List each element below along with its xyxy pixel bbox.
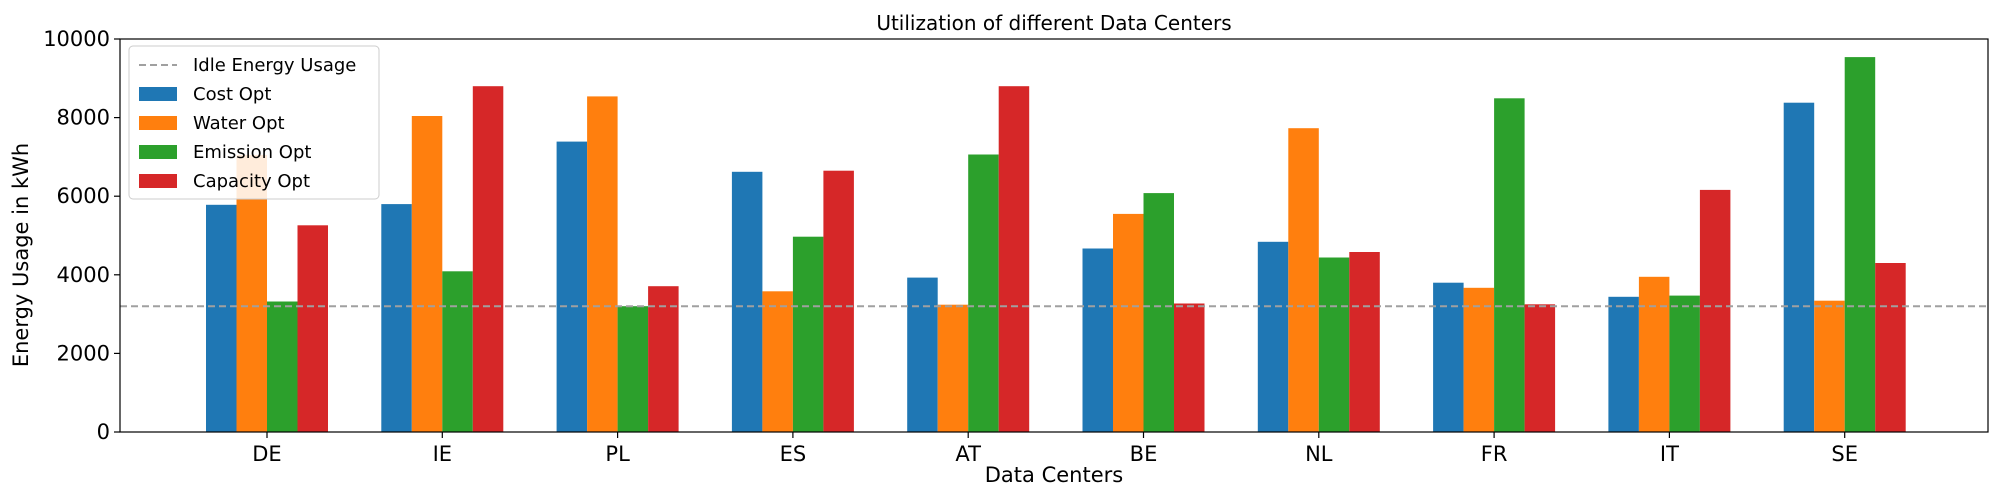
legend-box [128,45,380,200]
bar-water-opt-ie [411,116,443,432]
bar-emission-opt-ie [442,271,473,432]
bar-water-opt-it [1638,276,1670,432]
bar-water-opt-se [1814,300,1845,432]
chart-title: Utilization of different Data Centers [876,11,1231,35]
legend-label-capacity-opt: Capacity Opt [193,171,310,192]
bar-capacity-opt-de [297,225,328,432]
y-axis: 0 2000 4000 6000 8000 10000 [43,27,120,444]
bar-capacity-opt-es [823,170,854,432]
bar-emission-opt-fr [1494,98,1525,433]
x-tick-label-es: ES [780,442,807,466]
bar-emission-opt-it [1669,295,1700,432]
plot-area [119,38,1989,433]
x-tick-label-se: SE [1831,442,1858,466]
legend-swatch-water-opt [139,116,177,130]
bar-cost-opt-be [1082,248,1113,432]
x-tick-label-pl: PL [605,442,630,466]
bar-capacity-opt-at [998,86,1030,432]
legend-label-cost-opt: Cost Opt [193,84,271,105]
legend-label-idle-energy-usage: Idle Energy Usage [193,55,356,76]
legend-swatch-cost-opt [139,87,177,101]
bar-cost-opt-pl [556,141,588,432]
y-tick-label: 2000 [57,341,110,365]
x-tick-label-nl: NL [1305,442,1333,466]
bar-capacity-opt-nl [1349,252,1380,432]
x-tick-label-ie: IE [433,442,452,466]
x-tick-label-fr: FR [1481,442,1508,466]
bar-capacity-opt-ie [472,86,504,432]
bar-water-opt-de [236,154,267,432]
bar-capacity-opt-pl [648,286,679,432]
x-axis-label: Data Centers [985,463,1123,487]
legend-label-water-opt: Water Opt [193,113,285,134]
bar-capacity-opt-it [1699,189,1731,432]
bar-emission-opt-nl [1318,257,1350,432]
bar-cost-opt-ie [381,204,412,432]
x-tick-label-at: AT [955,442,981,466]
y-tick-label: 10000 [43,27,110,51]
x-axis: DE IE PL ES AT BE NL FR IT SE [252,432,1858,466]
bar-cost-opt-de [206,204,237,432]
legend-swatch-emission-opt [139,145,177,159]
y-axis-label: Energy Usage in kWh [9,143,33,367]
y-tick-label: 8000 [57,106,110,130]
bar-cost-opt-se [1783,102,1815,432]
legend: Idle Energy Usage Cost Opt Water Opt Emissi… [128,45,380,200]
x-tick-label-de: DE [252,442,281,466]
bar-water-opt-es [762,291,793,432]
bar-emission-opt-de [267,301,298,432]
bar-cost-opt-fr [1433,282,1464,432]
bar-emission-opt-at [968,154,999,432]
bar-cost-opt-es [731,171,763,433]
bar-emission-opt-se [1844,57,1876,432]
bar-water-opt-at [937,304,969,432]
bar-water-opt-nl [1288,128,1319,432]
x-tick-label-be: BE [1130,442,1158,466]
y-tick-label: 6000 [57,184,110,208]
bar-capacity-opt-be [1174,303,1205,432]
x-tick-label-it: IT [1660,442,1679,466]
axes-frame [119,38,1989,433]
bar-capacity-opt-se [1875,263,1906,432]
legend-label-emission-opt: Emission Opt [193,142,311,163]
bar-cost-opt-it [1608,296,1639,432]
legend-swatch-capacity-opt [139,174,177,188]
bar-cost-opt-at [907,277,938,432]
y-tick-label: 0 [97,420,110,444]
bar-capacity-opt-fr [1524,304,1556,432]
bar-emission-opt-be [1143,193,1174,432]
bar-water-opt-pl [587,96,618,433]
bar-water-opt-fr [1463,287,1495,432]
bar-emission-opt-es [792,236,824,432]
bar-water-opt-be [1113,213,1144,432]
bar-emission-opt-pl [617,306,649,432]
bar-cost-opt-nl [1257,241,1289,432]
y-tick-label: 4000 [57,263,110,287]
